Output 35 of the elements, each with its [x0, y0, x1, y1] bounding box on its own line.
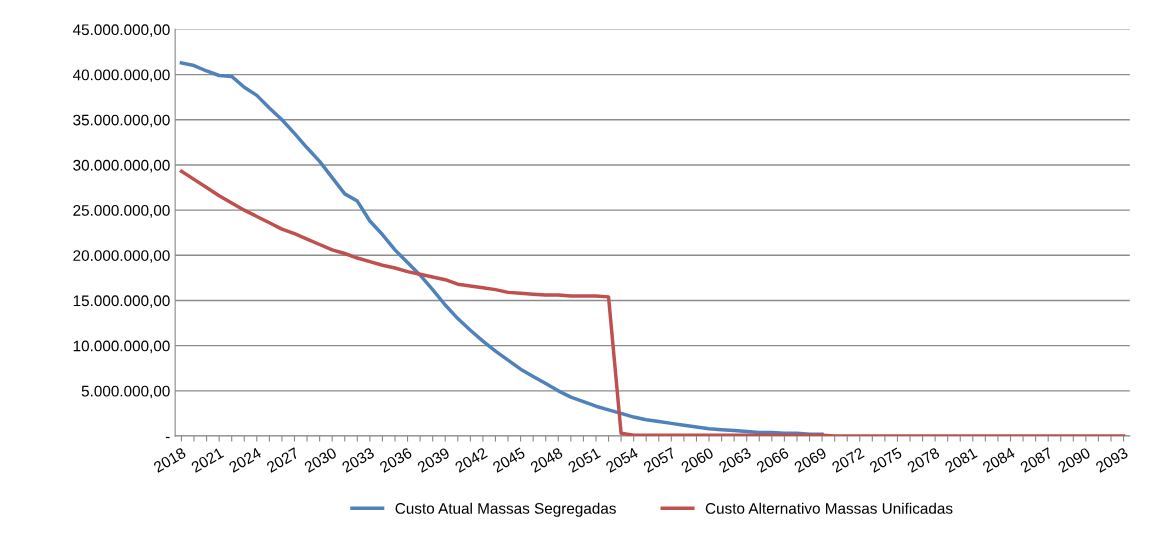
x-tick-label: 2063 [718, 447, 752, 473]
y-tick-label: 5.000.000,00 [81, 385, 170, 399]
x-tick-label: 2069 [793, 447, 828, 473]
line-series [179, 169, 1126, 437]
x-tick-label: 2051 [567, 447, 601, 473]
x-tick-label: 2036 [378, 447, 413, 473]
x-tick-label: 2048 [529, 447, 564, 473]
y-tick-label: 20.000.000,00 [73, 250, 170, 263]
line-series [179, 61, 824, 436]
x-tick-label: 2054 [605, 447, 639, 473]
x-tick-label: 2033 [341, 447, 375, 473]
x-tick-label: 2066 [755, 447, 790, 473]
y-tick-label: 10.000.000,00 [73, 340, 170, 354]
y-tick-label: 15.000.000,00 [73, 295, 170, 308]
y-tick-label: 25.000.000,00 [73, 205, 170, 218]
x-tick-label: 2078 [906, 447, 941, 473]
y-tick-label: 45.000.000,00 [72, 24, 170, 37]
x-tick-label: 2090 [1057, 447, 1091, 473]
x-tick-label: 2018 [152, 447, 187, 473]
x-tick-label: 2084 [981, 447, 1016, 473]
x-tick-label: 2042 [454, 447, 488, 473]
x-tick-label: 2030 [303, 447, 338, 473]
y-tick-label: - [165, 436, 170, 439]
x-tick-label: 2060 [680, 447, 715, 473]
y-tick-label: 30.000.000,00 [73, 159, 170, 173]
legend-label: Custo Alternativo Massas Unificadas [705, 502, 953, 514]
x-tick-label: 2081 [944, 447, 978, 473]
y-tick-label: 40.000.000,00 [72, 69, 170, 83]
x-tick-label: 2024 [228, 447, 263, 473]
legend-label: Custo Atual Massas Segregadas [395, 502, 616, 517]
x-tick-label: 2021 [190, 447, 225, 473]
x-tick-label: 2039 [416, 447, 451, 473]
y-tick-label: 35.000.000,00 [73, 114, 170, 128]
x-tick-label: 2093 [1095, 447, 1129, 473]
x-tick-label: 2072 [831, 447, 865, 473]
